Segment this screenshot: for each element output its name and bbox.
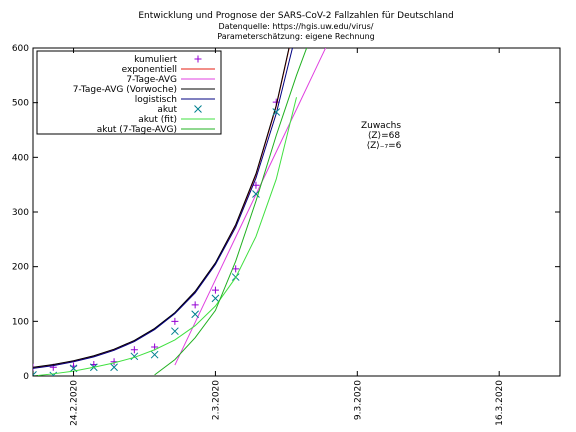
marker [252,190,260,198]
legend-label: 7-Tage-AVG (Vorwoche) [73,85,177,95]
marker [171,317,179,325]
marker [191,310,200,319]
series-line [33,48,290,368]
legend-label: akut (fit) [138,115,177,125]
y-tick-label: 200 [12,263,29,273]
series-line [154,48,308,376]
marker [272,108,281,116]
x-tick-label: 9.3.2020 [353,380,363,420]
marker [194,55,202,63]
y-tick-label: 100 [12,317,29,327]
y-tick-label: 0 [23,372,29,382]
chart-subtitle: Datenquelle: https://hgis.uw.edu/virus/ [219,22,374,31]
y-tick-label: 400 [12,153,29,163]
marker [110,363,118,372]
marker [191,301,199,309]
chart-title: Entwicklung und Prognose der SARS-CoV-2 … [138,11,453,21]
y-tick-label: 600 [12,44,29,54]
marker [130,352,139,361]
marker [171,327,179,336]
marker [252,181,260,189]
chart-subtitle: Parameterschätzung: eigene Rechnung [217,32,375,41]
marker [194,105,202,113]
series-line [33,97,297,376]
marker [130,346,138,354]
series-line [33,48,293,369]
marker [232,265,240,273]
legend-label: logistisch [135,95,177,105]
y-tick-label: 300 [12,208,29,218]
annotation: ⟨Z⟩₋₇=6 [367,141,402,151]
marker [33,371,37,376]
annotation-title: Zuwachs [361,121,401,131]
marker [211,286,219,294]
marker [211,294,220,303]
x-tick-label: 2.3.2020 [211,380,221,420]
legend-box [36,50,222,135]
legend-label: 7-Tage-AVG [126,75,177,85]
marker [150,350,159,359]
x-tick-label: 24.2.2020 [70,380,80,426]
legend-label: akut [157,105,177,115]
legend-label: exponentiell [122,65,177,75]
x-tick-label: 16.3.2020 [495,380,505,426]
annotation: ⟨Z⟩=68 [368,131,400,141]
legend-label: akut (7-Tage-AVG) [97,125,177,135]
legend-label: kumuliert [134,55,177,65]
y-tick-label: 500 [12,99,29,109]
plot-area [33,48,327,376]
